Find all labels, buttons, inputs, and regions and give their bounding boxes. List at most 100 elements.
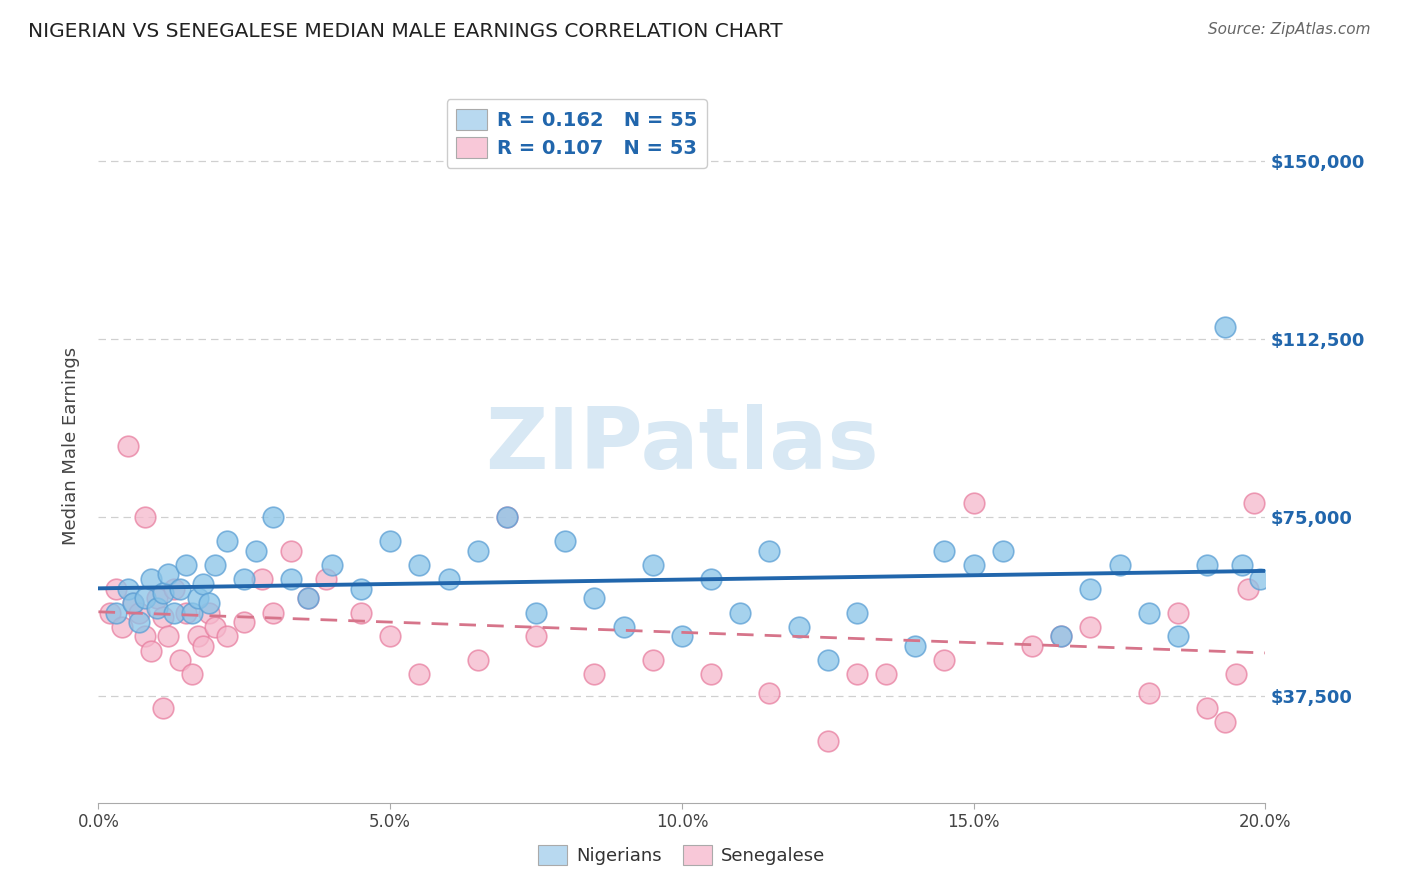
Point (758, 543, 780, 558)
Point (128, 615, 150, 629)
Point (280, 543, 302, 558)
Point (1197, 700, 1219, 714)
Point (157, 629, 180, 643)
Point (174, 606, 197, 620)
Point (187, 591, 209, 606)
Point (934, 653, 956, 667)
Point (1213, 320, 1236, 334)
Point (1050, 629, 1073, 643)
Text: ZIPatlas: ZIPatlas (485, 404, 879, 488)
Point (122, 596, 145, 610)
Point (846, 667, 869, 681)
Point (98, 606, 121, 620)
Point (180, 606, 202, 620)
Point (187, 629, 209, 643)
Point (671, 629, 693, 643)
Point (134, 591, 156, 606)
Point (817, 734, 839, 748)
Point (1197, 558, 1219, 572)
Point (408, 558, 430, 572)
Point (437, 572, 460, 586)
Point (730, 606, 752, 620)
Point (233, 615, 256, 629)
Point (163, 606, 186, 620)
Point (1137, 606, 1160, 620)
Point (152, 610, 174, 624)
Point (1050, 629, 1073, 643)
Point (641, 558, 664, 572)
Point (1237, 582, 1260, 596)
Point (117, 582, 139, 596)
Point (297, 591, 319, 606)
Point (122, 596, 145, 610)
Point (583, 667, 606, 681)
Text: Source: ZipAtlas.com: Source: ZipAtlas.com (1208, 22, 1371, 37)
Point (180, 667, 202, 681)
Point (991, 543, 1014, 558)
Point (204, 620, 226, 634)
Point (215, 629, 238, 643)
Point (524, 606, 547, 620)
Point (350, 606, 373, 620)
Point (962, 558, 984, 572)
Point (215, 534, 238, 549)
Point (117, 439, 139, 453)
Point (146, 600, 169, 615)
Point (139, 643, 162, 657)
Point (134, 629, 156, 643)
Point (904, 639, 927, 653)
Point (1167, 629, 1189, 643)
Point (467, 543, 489, 558)
Point (1243, 496, 1265, 510)
Point (198, 606, 221, 620)
Point (700, 572, 723, 586)
Point (846, 606, 869, 620)
Point (1230, 558, 1253, 572)
Point (380, 629, 402, 643)
Point (1213, 714, 1236, 729)
Point (111, 620, 134, 634)
Point (174, 558, 197, 572)
Point (245, 543, 267, 558)
Point (583, 591, 606, 606)
Point (169, 653, 191, 667)
Point (104, 606, 127, 620)
Point (758, 686, 780, 700)
Point (146, 591, 169, 606)
Point (934, 543, 956, 558)
Point (204, 558, 226, 572)
Point (157, 567, 180, 582)
Point (1167, 606, 1189, 620)
Point (613, 620, 636, 634)
Point (297, 591, 319, 606)
Point (193, 577, 215, 591)
Point (152, 586, 174, 600)
Point (1080, 620, 1102, 634)
Point (263, 510, 285, 524)
Point (496, 510, 519, 524)
Point (875, 667, 897, 681)
Point (496, 510, 519, 524)
Point (524, 629, 547, 643)
Legend: Nigerians, Senegalese: Nigerians, Senegalese (531, 838, 832, 872)
Point (787, 620, 810, 634)
Point (128, 606, 150, 620)
Y-axis label: Median Male Earnings: Median Male Earnings (62, 347, 80, 545)
Point (467, 653, 489, 667)
Point (1249, 572, 1271, 586)
Point (233, 572, 256, 586)
Point (163, 582, 186, 596)
Point (1080, 582, 1102, 596)
Point (104, 582, 127, 596)
Point (641, 653, 664, 667)
Point (315, 572, 337, 586)
Point (321, 558, 343, 572)
Point (134, 510, 156, 524)
Point (1108, 558, 1130, 572)
Point (139, 572, 162, 586)
Point (350, 582, 373, 596)
Point (1137, 686, 1160, 700)
Point (700, 667, 723, 681)
Point (1225, 667, 1247, 681)
Point (198, 596, 221, 610)
